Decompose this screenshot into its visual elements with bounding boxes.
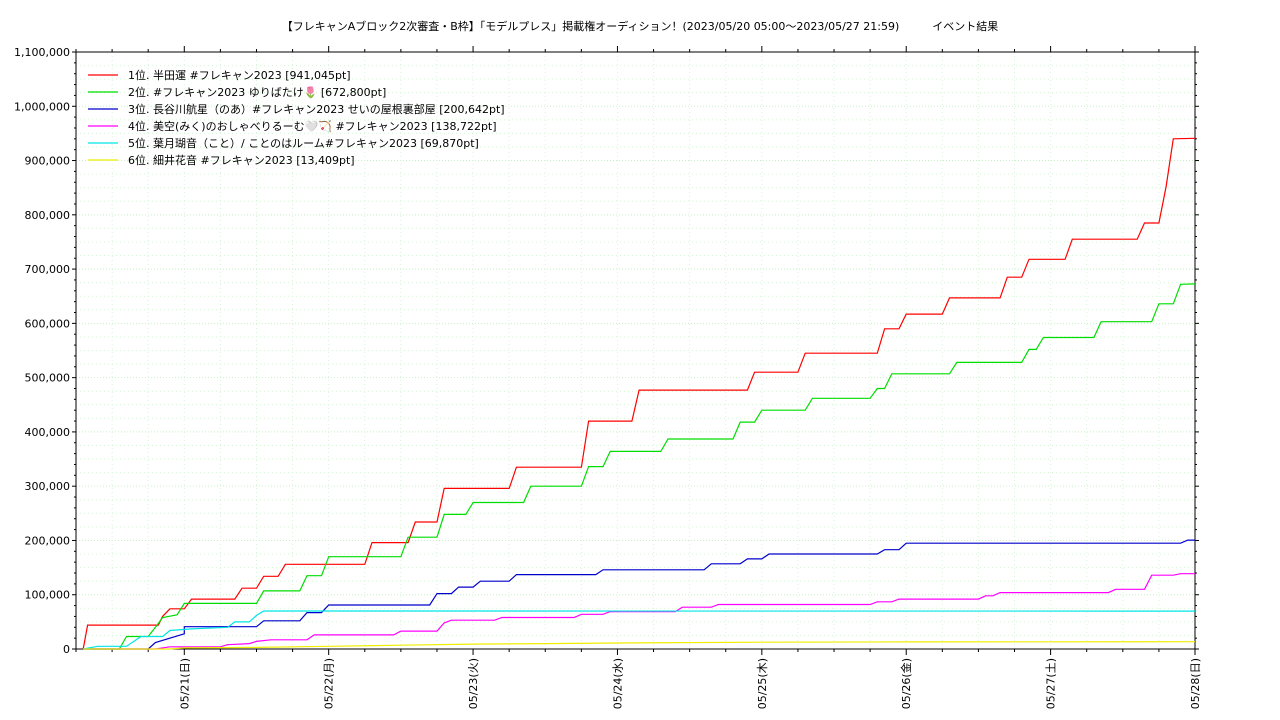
plot-frame: [75, 51, 1196, 650]
series-line-3: [83, 539, 1195, 650]
x-tick-label: 05/27(土): [1045, 658, 1058, 709]
series-line-6: [83, 641, 1196, 650]
y-tick-label: 300,000: [25, 480, 71, 493]
x-tick-label: 05/25(木): [756, 658, 769, 709]
legend-label-2: 2位. #フレキャン2023 ゆりばたけ🌷 [672,800pt]: [128, 85, 386, 99]
legend-label-3: 3位. 長谷川航星（のあ）#フレキャン2023 せいの屋根裏部屋 [200,64…: [128, 102, 505, 116]
y-tick-label: 1,000,000: [14, 100, 70, 113]
y-tick-label: 200,000: [25, 534, 71, 547]
y-tick-label: 500,000: [25, 372, 71, 385]
y-tick-label: 700,000: [25, 263, 71, 276]
y-tick-label: 100,000: [25, 589, 71, 602]
legend-label-4: 4位. 美空(みく)のおしゃべりるーむ🤍🏹 #フレキャン2023 [138,72…: [128, 119, 497, 133]
y-tick-label: 1,100,000: [14, 46, 70, 59]
x-tick-label: 05/26(金): [899, 658, 913, 709]
legend-label-6: 6位. 細井花音 #フレキャン2023 [13,409pt]: [128, 153, 355, 167]
x-tick-label: 05/21(日): [178, 658, 191, 709]
y-tick-label: 400,000: [25, 426, 71, 439]
legend-label-5: 5位. 葉月瑚音（こと）/ ことのはルーム#フレキャン2023 [69,870p…: [128, 136, 479, 150]
legend-label-1: 1位. 半田運 #フレキャン2023 [941,045pt]: [128, 68, 351, 82]
x-tick-label: 05/23(火): [467, 658, 480, 709]
y-tick-label: 800,000: [25, 209, 71, 222]
series-line-1: [82, 137, 1196, 650]
series-line-2: [83, 283, 1196, 650]
x-tick-label: 05/24(水): [611, 658, 624, 709]
y-tick-label: 600,000: [25, 317, 71, 330]
y-tick-label: 900,000: [25, 155, 71, 168]
x-tick-label: 05/22(月): [323, 658, 336, 709]
series-line-5: [83, 610, 1196, 650]
chart-title: 【フレキャンAブロック2次審査・B枠】「モデルプレス」掲載権オーディション！(2…: [281, 20, 999, 33]
x-tick-label: 05/28(日): [1189, 658, 1202, 709]
series-line-4: [83, 573, 1195, 650]
y-tick-label: 0: [63, 643, 70, 656]
